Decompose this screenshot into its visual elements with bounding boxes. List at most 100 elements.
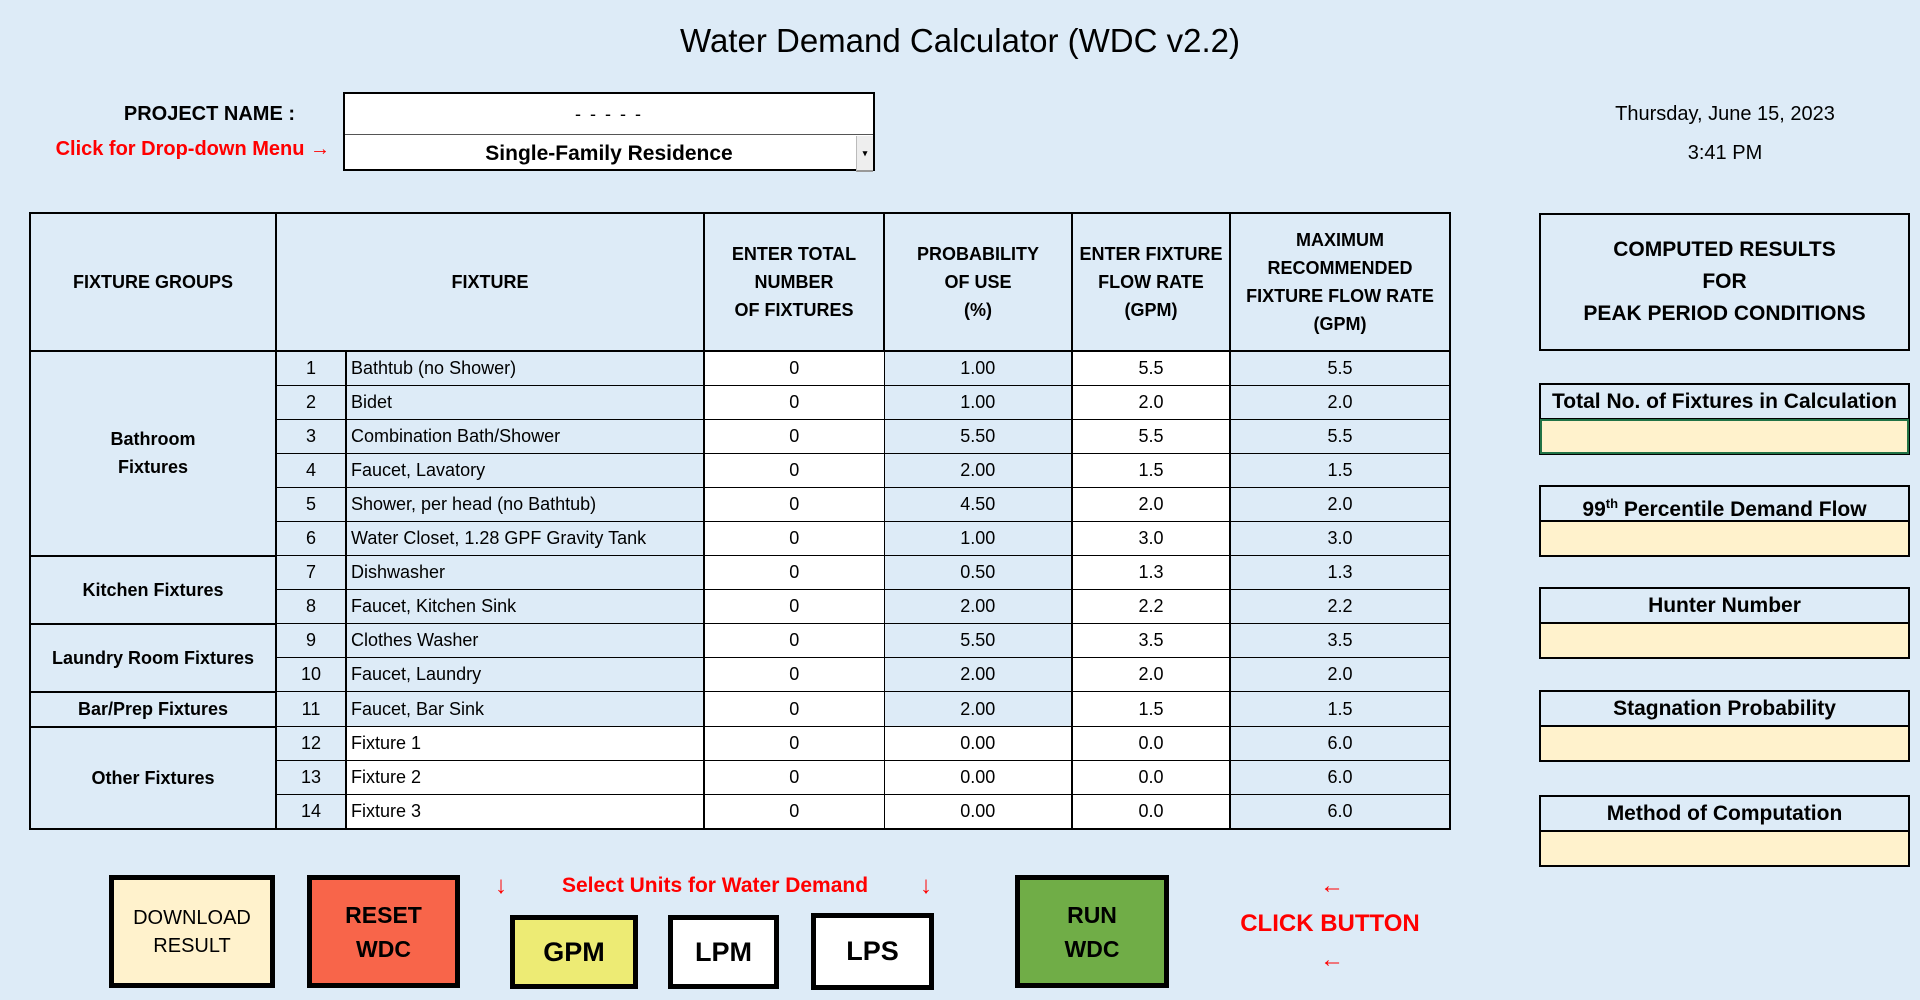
fixture-name: Shower, per head (no Bathtub) <box>345 487 705 522</box>
probability-input[interactable]: 0.00 <box>883 794 1073 830</box>
max-flow-value: 1.5 <box>1229 691 1451 727</box>
fixture-name-input[interactable]: Fixture 2 <box>345 760 705 795</box>
percentile-flow-label: 99th Percentile Demand Flow <box>1541 487 1908 522</box>
left-arrow-icon: ← <box>1320 872 1344 899</box>
group-bathroom: Bathroom Fixtures <box>29 350 277 557</box>
fixture-name: Combination Bath/Shower <box>345 419 705 454</box>
fixture-count-input[interactable]: 0 <box>703 453 885 488</box>
max-flow-value: 5.5 <box>1229 350 1451 386</box>
fixture-name: Faucet, Laundry <box>345 657 705 692</box>
reset-wdc-button[interactable]: RESET WDC <box>307 875 460 988</box>
header-max-flow-rate: MAXIMUM RECOMMENDED FIXTURE FLOW RATE (G… <box>1229 212 1451 352</box>
row-number: 14 <box>275 794 347 830</box>
unit-lps-button[interactable]: LPS <box>811 913 934 990</box>
fixture-count-input[interactable]: 0 <box>703 555 885 590</box>
probability-value: 2.00 <box>883 589 1073 624</box>
percentile-flow-result: 99th Percentile Demand Flow <box>1539 485 1910 557</box>
project-name-input[interactable]: - - - - - <box>345 94 873 135</box>
row-number: 12 <box>275 726 347 761</box>
building-type-value: Single-Family Residence <box>485 142 733 165</box>
probability-value: 1.00 <box>883 350 1073 386</box>
total-fixtures-value[interactable] <box>1540 419 1909 454</box>
table-row: Kitchen Fixtures 7 Dishwasher 0 0.50 1.3… <box>29 554 1451 625</box>
total-fixtures-result: Total No. of Fixtures in Calculation <box>1539 383 1910 455</box>
header-probability: PROBABILITY OF USE (%) <box>883 212 1073 352</box>
fixture-count-input[interactable]: 0 <box>703 760 885 795</box>
table-row: Laundry Room Fixtures 9 Clothes Washer 0… <box>29 622 1451 693</box>
row-number: 3 <box>275 419 347 454</box>
max-flow-value: 2.0 <box>1229 657 1451 692</box>
max-flow-value: 2.0 <box>1229 487 1451 522</box>
flow-rate-input[interactable]: 2.0 <box>1071 657 1231 692</box>
table-row: 2 Bidet 0 1.00 2.0 2.0 <box>30 385 1451 420</box>
header-fixture: FIXTURE <box>275 212 705 352</box>
group-laundry: Laundry Room Fixtures <box>29 622 277 693</box>
current-time: 3:41 PM <box>1687 142 1763 164</box>
stagnation-probability-value[interactable] <box>1541 727 1908 760</box>
header-fixture-groups: FIXTURE GROUPS <box>29 212 277 352</box>
fixture-count-input[interactable]: 0 <box>703 521 885 556</box>
project-name-label: PROJECT NAME : <box>123 103 295 125</box>
max-flow-value: 1.5 <box>1229 453 1451 488</box>
probability-value: 2.00 <box>883 657 1073 692</box>
flow-rate-input[interactable]: 5.5 <box>1071 350 1231 386</box>
flow-rate-input[interactable]: 2.0 <box>1071 385 1231 420</box>
flow-rate-input[interactable]: 2.2 <box>1071 589 1231 624</box>
fixture-count-input[interactable]: 0 <box>703 623 885 658</box>
probability-input[interactable]: 0.00 <box>883 760 1073 795</box>
fixture-count-input[interactable]: 0 <box>703 794 885 830</box>
run-wdc-button[interactable]: RUN WDC <box>1015 875 1169 988</box>
fixture-count-input[interactable]: 0 <box>703 657 885 692</box>
stagnation-probability-label: Stagnation Probability <box>1541 692 1908 727</box>
fixture-name: Faucet, Lavatory <box>345 453 705 488</box>
group-other: Other Fixtures <box>29 725 277 830</box>
download-result-button[interactable]: DOWNLOAD RESULT <box>109 875 275 988</box>
flow-rate-input[interactable]: 1.5 <box>1071 691 1231 727</box>
building-type-dropdown[interactable]: Single-Family Residence ▾ <box>345 135 873 172</box>
row-number: 1 <box>275 350 347 386</box>
fixture-name-input[interactable]: Fixture 3 <box>345 794 705 830</box>
flow-rate-input[interactable]: 5.5 <box>1071 419 1231 454</box>
flow-rate-input[interactable]: 1.3 <box>1071 555 1231 590</box>
fixture-count-input[interactable]: 0 <box>703 589 885 624</box>
row-number: 2 <box>275 385 347 420</box>
fixture-count-input[interactable]: 0 <box>703 385 885 420</box>
down-arrow-icon: ↓ <box>920 872 932 899</box>
flow-rate-input[interactable]: 3.5 <box>1071 623 1231 658</box>
group-bar-prep: Bar/Prep Fixtures <box>29 690 277 728</box>
project-box: - - - - - Single-Family Residence ▾ <box>343 92 875 172</box>
probability-value: 5.50 <box>883 623 1073 658</box>
method-of-computation-value[interactable] <box>1541 832 1908 865</box>
chevron-down-icon[interactable]: ▾ <box>856 136 873 172</box>
fixture-count-input[interactable]: 0 <box>703 487 885 522</box>
fixture-count-input[interactable]: 0 <box>703 726 885 761</box>
total-fixtures-label: Total No. of Fixtures in Calculation <box>1541 385 1908 420</box>
units-hint: Select Units for Water Demand <box>561 874 869 897</box>
current-date: Thursday, June 15, 2023 <box>1615 103 1835 125</box>
table-row: 8 Faucet, Kitchen Sink 0 2.00 2.2 2.2 <box>30 589 1451 624</box>
fixture-count-input[interactable]: 0 <box>703 350 885 386</box>
fixture-name: Water Closet, 1.28 GPF Gravity Tank <box>345 521 705 556</box>
max-flow-value: 1.3 <box>1229 555 1451 590</box>
percentile-flow-value[interactable] <box>1541 522 1908 555</box>
hunter-number-value[interactable] <box>1541 624 1908 657</box>
flow-rate-input[interactable]: 1.5 <box>1071 453 1231 488</box>
unit-gpm-button[interactable]: GPM <box>510 915 638 989</box>
row-number: 10 <box>275 657 347 692</box>
flow-rate-input[interactable]: 0.0 <box>1071 794 1231 830</box>
flow-rate-input[interactable]: 2.0 <box>1071 487 1231 522</box>
flow-rate-input[interactable]: 3.0 <box>1071 521 1231 556</box>
unit-lpm-button[interactable]: LPM <box>668 915 779 989</box>
fixture-count-input[interactable]: 0 <box>703 419 885 454</box>
fixture-name-input[interactable]: Fixture 1 <box>345 726 705 761</box>
flow-rate-input[interactable]: 0.0 <box>1071 760 1231 795</box>
fixture-count-input[interactable]: 0 <box>703 691 885 727</box>
probability-input[interactable]: 0.00 <box>883 726 1073 761</box>
table-row: 6 Water Closet, 1.28 GPF Gravity Tank 0 … <box>30 521 1451 556</box>
row-number: 9 <box>275 623 347 658</box>
probability-value: 4.50 <box>883 487 1073 522</box>
max-flow-value: 3.5 <box>1229 623 1451 658</box>
row-number: 11 <box>275 691 347 727</box>
flow-rate-input[interactable]: 0.0 <box>1071 726 1231 761</box>
results-heading: COMPUTED RESULTS FOR PEAK PERIOD CONDITI… <box>1539 213 1910 351</box>
